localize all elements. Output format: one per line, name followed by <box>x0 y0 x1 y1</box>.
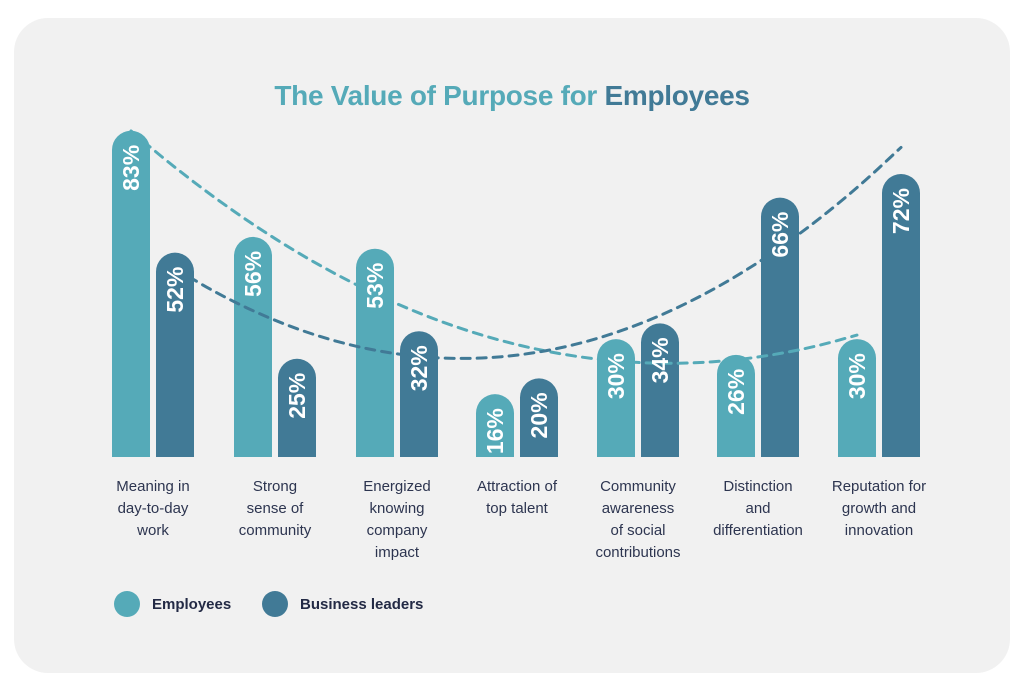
bar-employees-1 <box>112 130 150 457</box>
bar-employees-5 <box>597 339 635 457</box>
value-label-business-leaders-3: 32% <box>406 345 432 391</box>
value-label-employees-2: 56% <box>240 251 266 297</box>
legend-label-business-leaders: Business leaders <box>300 595 424 613</box>
category-label-line: impact <box>374 544 420 561</box>
value-label-business-leaders-4: 20% <box>526 392 552 438</box>
value-label-employees-4: 16% <box>482 408 508 454</box>
chart-title: The Value of Purpose for Employees <box>0 80 1024 112</box>
bar-business-leaders-3 <box>400 331 438 457</box>
category-label-line: Attraction of <box>476 478 558 495</box>
category-label-4: Attraction of top talent <box>447 476 587 520</box>
category-label-line: sense of <box>246 500 304 517</box>
trend-line-business-leaders <box>173 145 903 360</box>
category-label-line: Community <box>600 478 676 495</box>
value-label-employees-5: 30% <box>603 353 629 399</box>
category-label-1: Meaning in day-to-day work <box>83 476 223 542</box>
category-label-3: Energized knowing company impact <box>327 476 467 564</box>
category-label-line: contributions <box>595 544 681 561</box>
category-label-line: work <box>137 522 169 539</box>
category-label-line: community <box>238 522 312 539</box>
bar-business-leaders-6 <box>761 197 799 457</box>
category-label-6: Distinction and differentiation <box>688 476 828 542</box>
value-label-business-leaders-2: 25% <box>284 373 310 419</box>
legend-label-employees: Employees <box>152 595 232 613</box>
bar-business-leaders-4 <box>520 378 558 457</box>
category-label-line: company <box>366 522 428 539</box>
category-label-line: differentiation <box>713 522 803 539</box>
trend-line-employees <box>129 129 859 365</box>
category-label-5: Community awareness of social contributions <box>568 476 708 564</box>
category-label-line: and <box>745 500 771 517</box>
legend-item-business-leaders: Business leaders <box>262 591 423 617</box>
value-label-business-leaders-1: 52% <box>162 267 188 313</box>
category-label-line: Energized <box>363 478 431 495</box>
category-label-line: knowing <box>369 500 425 517</box>
value-label-employees-7: 30% <box>844 353 870 399</box>
bar-business-leaders-2 <box>278 358 316 457</box>
category-label-line: Strong <box>252 478 298 495</box>
category-label-line: growth and <box>841 500 917 517</box>
category-label-line: Meaning in <box>116 478 190 495</box>
title-part-2: Employees <box>604 80 750 111</box>
category-label-line: awareness <box>601 500 675 517</box>
category-label-line: of social <box>610 522 666 539</box>
title-part-1: The Value of Purpose for <box>274 80 597 111</box>
legend-swatch-business-leaders <box>262 591 288 617</box>
category-label-2: Strong sense of community <box>205 476 345 542</box>
bar-employees-6 <box>717 354 755 457</box>
category-label-line: Reputation for <box>831 478 927 495</box>
category-label-line: day-to-day <box>117 500 189 517</box>
bar-business-leaders-7 <box>882 174 920 458</box>
value-label-business-leaders-7: 72% <box>888 188 914 234</box>
legend-item-employees: Employees <box>114 591 231 617</box>
category-label-line: innovation <box>844 522 914 539</box>
bar-business-leaders-1 <box>156 252 194 457</box>
bar-business-leaders-5 <box>641 323 679 457</box>
category-label-line: top talent <box>486 500 548 517</box>
legend-swatch-employees <box>114 591 140 617</box>
bar-employees-2 <box>234 236 272 457</box>
bar-employees-7 <box>838 339 876 457</box>
category-label-line: Distinction <box>723 478 793 495</box>
value-label-business-leaders-6: 66% <box>767 212 793 258</box>
value-label-business-leaders-5: 34% <box>647 337 673 383</box>
value-label-employees-3: 53% <box>362 263 388 309</box>
bar-employees-3 <box>356 248 394 457</box>
value-label-employees-6: 26% <box>723 369 749 415</box>
category-label-7: Reputation for growth and innovation <box>809 476 949 542</box>
bar-employees-4 <box>476 394 514 457</box>
value-label-employees-1: 83% <box>118 145 144 191</box>
